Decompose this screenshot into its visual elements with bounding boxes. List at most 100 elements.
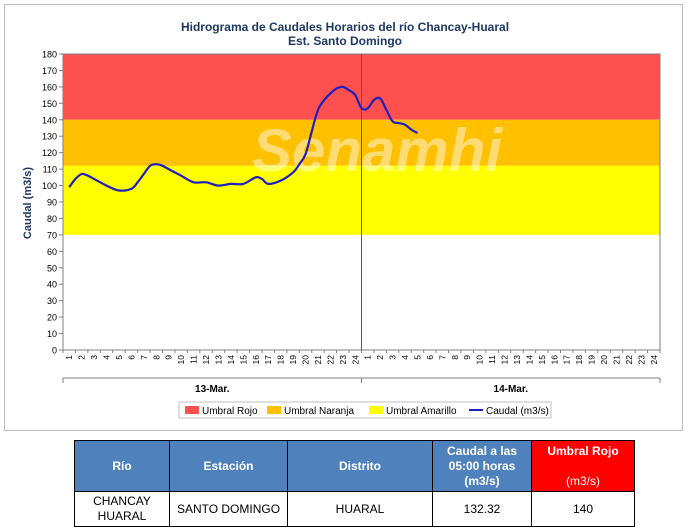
y-tick-label: 70: [47, 230, 57, 240]
header-rio: Río: [74, 440, 170, 492]
x-tick-label: 8: [151, 355, 161, 360]
x-tick-label: 18: [574, 355, 584, 365]
y-tick-label: 30: [47, 296, 57, 306]
summary-table: Río Estación Distrito Caudal a las 05:00…: [74, 440, 635, 527]
x-tick-label: 5: [412, 355, 422, 360]
y-tick-label: 140: [42, 115, 57, 125]
cell-distrito: HUARAL: [287, 491, 433, 527]
y-tick-label: 40: [47, 280, 57, 290]
header-caudal-unit: (m3/s): [464, 473, 500, 488]
x-tick-label: 10: [176, 355, 186, 365]
x-tick-label: 22: [624, 355, 634, 365]
header-umbral-label: Umbral Rojo: [547, 443, 619, 458]
legend-label: Umbral Rojo: [202, 406, 258, 417]
x-tick-label: 24: [350, 355, 360, 365]
y-tick-label: 170: [42, 66, 57, 76]
x-tick-label: 1: [64, 355, 74, 360]
chart-legend: Umbral Rojo Umbral Naranja Umbral Amarillo…: [178, 401, 552, 419]
x-tick-label: 19: [288, 355, 298, 365]
legend-swatch: [369, 406, 383, 414]
x-tick-label: 16: [549, 355, 559, 365]
x-tick-label: 21: [313, 355, 323, 365]
x-tick-label: 4: [102, 355, 112, 360]
x-tick-label: 2: [77, 355, 87, 360]
x-tick-label: 8: [450, 355, 460, 360]
y-tick-label: 60: [47, 247, 57, 257]
x-tick-label: 12: [201, 355, 211, 365]
x-tick-label: 17: [263, 355, 273, 365]
x-tick-label: 9: [164, 355, 174, 360]
x-tick-label: 19: [587, 355, 597, 365]
y-tick-label: 110: [43, 165, 57, 175]
x-tick-label: 23: [338, 355, 348, 365]
x-tick-label: 18: [276, 355, 286, 365]
header-estacion: Estación: [169, 440, 288, 492]
x-tick-label: 11: [487, 355, 497, 364]
x-tick-label: 6: [126, 355, 136, 360]
y-tick-label: 180: [42, 50, 57, 60]
x-tick-label: 11: [189, 355, 199, 364]
y-tick-label: 160: [42, 82, 57, 92]
y-tick-label: 150: [42, 99, 57, 109]
y-tick-label: 100: [42, 181, 57, 191]
x-tick-label: 23: [636, 355, 646, 365]
x-tick-label: 14: [524, 355, 534, 365]
x-tick-label: 21: [611, 355, 621, 365]
x-tick-label: 14: [226, 355, 236, 365]
x-tick-label: 3: [388, 355, 398, 360]
legend-label: Umbral Naranja: [284, 406, 354, 417]
hydrograph-chart: Senamhi 01020304050607080901001101201301…: [22, 20, 661, 419]
chart-subtitle: Est. Santo Domingo: [288, 34, 402, 48]
header-umbral-rojo: Umbral Rojo (m3/s): [531, 440, 635, 492]
chart-frame: Senamhi 0 10 20 30 40 50 60 70 80 90 100 110 120 130 1…: [4, 4, 683, 431]
x-tick-label: 7: [437, 355, 447, 360]
day-label: 14-Mar.: [494, 384, 529, 395]
cell-rio: CHANCAY HUARAL: [74, 491, 170, 527]
y-tick-label: 80: [47, 214, 57, 224]
cell-caudal: 132.32: [432, 491, 532, 527]
header-distrito: Distrito: [287, 440, 433, 492]
legend-swatch: [185, 406, 199, 414]
x-tick-label: 9: [462, 355, 472, 360]
chart-title: Hidrograma de Caudales Horarios del río …: [181, 20, 509, 34]
x-tick-label: 5: [114, 355, 124, 360]
y-tick-label: 20: [47, 313, 57, 323]
table-row: CHANCAY HUARAL SANTO DOMINGO HUARAL 132.…: [74, 491, 635, 527]
y-tick-label: 10: [47, 329, 57, 339]
x-tick-label: 16: [251, 355, 261, 365]
y-tick-label: 90: [47, 198, 57, 208]
y-tick-label: 0: [52, 346, 57, 356]
x-tick-label: 13: [512, 355, 522, 365]
x-tick-label: 2: [375, 355, 385, 360]
legend-label: Caudal (m3/s): [486, 406, 549, 417]
x-tick-label: 17: [562, 355, 572, 365]
x-tick-label: 6: [425, 355, 435, 360]
cell-umbral: 140: [531, 491, 635, 527]
x-tick-label: 10: [475, 355, 485, 365]
x-tick-label: 3: [89, 355, 99, 360]
caudal-series-line: [68, 85, 418, 192]
x-tick-label: 1: [363, 355, 373, 360]
x-tick-label: 22: [325, 355, 335, 365]
table-header-row: Río Estación Distrito Caudal a las 05:00…: [74, 440, 635, 492]
header-umbral-unit: (m3/s): [566, 473, 600, 488]
x-tick-label: 20: [301, 355, 311, 365]
legend-swatch: [267, 406, 281, 414]
legend-label: Umbral Amarillo: [386, 406, 457, 417]
header-caudal: Caudal a las 05:00 horas (m3/s): [432, 440, 532, 492]
x-tick-label: 13: [213, 355, 223, 365]
x-tick-label: 7: [139, 355, 149, 360]
x-tick-label: 20: [599, 355, 609, 365]
x-tick-label: 24: [649, 355, 659, 365]
cell-estacion: SANTO DOMINGO: [169, 491, 288, 527]
day-label: 13-Mar.: [195, 384, 230, 395]
x-tick-label: 15: [238, 355, 248, 365]
y-tick-label: 130: [42, 132, 57, 142]
x-tick-label: 15: [537, 355, 547, 365]
y-axis-label: Caudal (m3/s): [22, 167, 34, 239]
header-caudal-label: Caudal a las 05:00 horas: [446, 443, 518, 473]
y-tick-label: 50: [47, 263, 57, 273]
x-tick-label: 12: [500, 355, 510, 365]
x-tick-label: 4: [400, 355, 410, 360]
y-tick-label: 120: [42, 148, 57, 158]
